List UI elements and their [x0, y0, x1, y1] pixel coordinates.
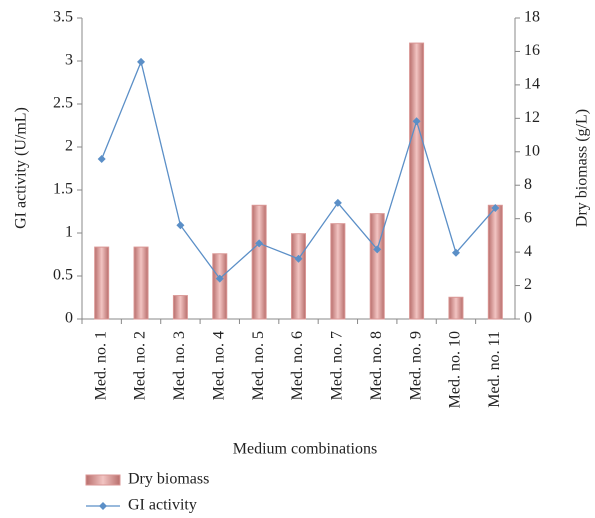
bar [330, 223, 346, 320]
line-marker [412, 117, 421, 126]
x-tick-label: Med. no. 7 [329, 331, 346, 400]
bar [409, 42, 425, 320]
x-tick-label: Med. no. 4 [210, 331, 227, 400]
x-tick-label: Med. no. 11 [486, 331, 503, 408]
y-tick-label: 3 [65, 52, 73, 69]
y2-tick-label: 14 [524, 76, 540, 93]
legend-marker [99, 502, 107, 510]
y-tick-label: 2.5 [53, 95, 73, 112]
bar [291, 233, 306, 320]
legend-label: GI activity [128, 497, 197, 514]
y-tick-label: 0.5 [53, 267, 73, 284]
bar [133, 246, 149, 320]
bar [448, 296, 464, 320]
bar [487, 204, 503, 320]
x-tick-label: Med. no. 9 [407, 331, 424, 400]
line-marker [294, 254, 303, 263]
bar [369, 213, 385, 320]
line-marker [176, 221, 185, 230]
y2-tick-label: 12 [524, 109, 540, 126]
y2-tick-label: 10 [524, 142, 540, 159]
x-tick-label: Med. no. 2 [132, 331, 149, 400]
line-marker [373, 245, 382, 254]
y2-tick-label: 18 [524, 9, 540, 26]
y2-tick-label: 16 [524, 42, 540, 59]
y2-tick-label: 6 [524, 209, 532, 226]
y-tick-label: 3.5 [53, 9, 73, 26]
y2-tick-label: 0 [524, 310, 532, 327]
legend-swatch [85, 474, 121, 486]
x-tick-label: Med. no. 8 [368, 331, 385, 400]
x-axis-title: Medium combinations [233, 441, 377, 458]
y-tick-label: 1 [65, 224, 73, 241]
bar [212, 253, 228, 320]
y2-tick-label: 4 [524, 243, 532, 260]
y2-tick-label: 2 [524, 276, 532, 293]
x-tick-label: Med. no. 6 [289, 331, 306, 400]
bar [172, 295, 188, 320]
y-tick-label: 2 [65, 138, 73, 155]
y2-tick-label: 8 [524, 176, 532, 193]
bar [251, 204, 267, 320]
line-marker [451, 248, 460, 257]
x-tick-label: Med. no. 1 [92, 331, 109, 400]
line-marker [137, 57, 146, 66]
legend-label: Dry biomass [128, 471, 209, 488]
y-tick-label: 1.5 [53, 181, 73, 198]
bar [94, 246, 110, 320]
line-marker [491, 204, 500, 213]
x-tick-label: Med. no. 5 [250, 331, 267, 400]
x-tick-label: Med. no. 3 [171, 331, 188, 400]
y-axis-title: GI activity (U/mL) [13, 107, 30, 229]
y-tick-label: 0 [65, 310, 73, 327]
line-marker [255, 239, 264, 248]
x-tick-label: Med. no. 10 [447, 331, 464, 408]
line-marker [97, 155, 106, 164]
line-marker [333, 198, 342, 207]
line-marker [215, 274, 224, 283]
y2-axis-title: Dry biomass (g/L) [574, 109, 591, 227]
